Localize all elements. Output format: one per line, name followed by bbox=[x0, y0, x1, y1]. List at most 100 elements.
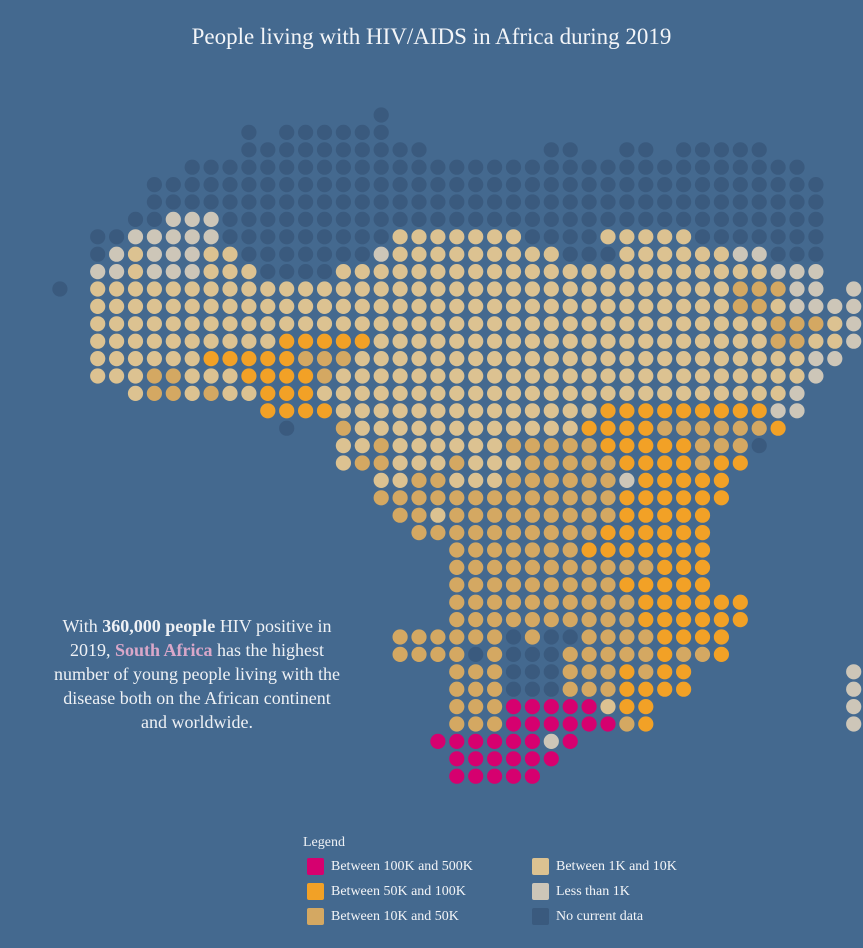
map-dot-no-data bbox=[279, 177, 295, 193]
map-dot-10k-50k bbox=[581, 559, 597, 576]
map-dot-no-data bbox=[638, 194, 654, 210]
map-dot-50k-100k bbox=[676, 472, 692, 488]
map-dot-10k-50k bbox=[543, 542, 559, 558]
map-dot-10k-50k bbox=[468, 664, 484, 680]
map-dot-10k-50k bbox=[562, 525, 578, 541]
map-dot-10k-50k bbox=[543, 559, 559, 576]
map-dot-50k-100k bbox=[676, 438, 692, 454]
map-dot-50k-100k bbox=[694, 594, 711, 610]
map-dot-no-data bbox=[430, 177, 446, 193]
map-dot-no-data bbox=[487, 159, 503, 175]
map-dot-no-data bbox=[505, 681, 522, 697]
map-dot-no-data bbox=[241, 177, 257, 193]
map-dot-less-1k bbox=[846, 316, 862, 332]
map-dot-50k-100k bbox=[279, 403, 295, 419]
map-dot-1k-10k bbox=[127, 298, 144, 314]
map-dot-no-data bbox=[543, 629, 559, 645]
map-dot-no-data bbox=[751, 194, 767, 210]
map-dot-1k-10k bbox=[430, 420, 446, 436]
map-dot-100k-500k bbox=[430, 733, 446, 750]
map-dot-100k-500k bbox=[524, 699, 541, 715]
legend-label: Less than 1K bbox=[556, 883, 630, 899]
map-dot-1k-10k bbox=[562, 420, 578, 436]
map-dot-100k-500k bbox=[505, 699, 522, 715]
map-dot-1k-10k bbox=[316, 385, 333, 401]
map-dot-50k-100k bbox=[657, 664, 673, 680]
map-dot-no-data bbox=[562, 629, 578, 645]
map-dot-10k-50k bbox=[543, 577, 559, 593]
map-dot-10k-50k bbox=[373, 438, 389, 454]
map-dot-10k-50k bbox=[468, 594, 484, 610]
map-dot-1k-10k bbox=[600, 385, 616, 401]
map-dot-no-data bbox=[335, 177, 351, 193]
map-dot-50k-100k bbox=[657, 594, 673, 610]
map-dot-10k-50k bbox=[600, 664, 616, 680]
map-dot-1k-10k bbox=[90, 298, 106, 314]
map-dot-no-data bbox=[524, 646, 541, 663]
map-dot-no-data bbox=[638, 211, 654, 227]
map-dot-no-data bbox=[694, 229, 711, 245]
map-dot-10k-50k bbox=[581, 525, 597, 541]
map-dot-less-1k bbox=[808, 281, 824, 297]
map-dot-no-data bbox=[279, 159, 295, 175]
map-dot-no-data bbox=[298, 124, 314, 140]
map-dot-10k-50k bbox=[581, 490, 597, 506]
map-dot-no-data bbox=[354, 194, 370, 210]
map-dot-no-data bbox=[657, 194, 673, 210]
map-dot-100k-500k bbox=[600, 716, 616, 732]
map-dot-1k-10k bbox=[279, 281, 295, 297]
map-dot-no-data bbox=[316, 124, 333, 140]
map-dot-1k-10k bbox=[109, 298, 125, 314]
map-dot-1k-10k bbox=[505, 368, 522, 384]
map-dot-1k-10k bbox=[165, 281, 181, 297]
map-dot-no-data bbox=[505, 664, 522, 680]
map-dot-10k-50k bbox=[487, 646, 503, 663]
map-dot-1k-10k bbox=[392, 385, 408, 401]
map-dot-no-data bbox=[316, 211, 333, 227]
map-dot-1k-10k bbox=[562, 351, 578, 367]
map-dot-no-data bbox=[657, 211, 673, 227]
map-dot-no-data bbox=[335, 194, 351, 210]
map-dot-10k-50k bbox=[487, 664, 503, 680]
map-dot-1k-10k bbox=[222, 246, 238, 262]
map-dot-10k-50k bbox=[770, 281, 786, 297]
map-dot-1k-10k bbox=[109, 281, 125, 297]
map-dot-no-data bbox=[732, 194, 748, 210]
map-dot-50k-100k bbox=[732, 455, 748, 471]
map-dot-no-data bbox=[430, 194, 446, 210]
map-dot-1k-10k bbox=[713, 316, 730, 332]
map-dot-1k-10k bbox=[335, 385, 351, 401]
map-dot-1k-10k bbox=[203, 246, 219, 262]
map-dot-1k-10k bbox=[619, 246, 635, 262]
map-dot-1k-10k bbox=[619, 385, 635, 401]
map-dot-less-1k bbox=[90, 264, 106, 280]
map-dot-no-data bbox=[619, 177, 635, 193]
map-dot-10k-50k bbox=[524, 559, 541, 576]
map-dot-100k-500k bbox=[505, 716, 522, 732]
map-dot-1k-10k bbox=[638, 316, 654, 332]
map-dot-1k-10k bbox=[146, 351, 162, 367]
map-dot-no-data bbox=[165, 194, 181, 210]
map-dot-no-data bbox=[543, 142, 559, 158]
map-dot-10k-50k bbox=[505, 472, 522, 488]
map-dot-50k-100k bbox=[713, 490, 730, 506]
map-dot-less-1k bbox=[109, 246, 125, 262]
map-dot-no-data bbox=[713, 177, 730, 193]
map-dot-1k-10k bbox=[260, 316, 276, 332]
map-dot-no-data bbox=[789, 229, 805, 245]
map-dot-1k-10k bbox=[449, 368, 465, 384]
map-dot-1k-10k bbox=[373, 333, 389, 349]
map-dot-1k-10k bbox=[411, 420, 427, 436]
map-dot-1k-10k bbox=[505, 403, 522, 419]
map-dot-no-data bbox=[657, 159, 673, 175]
map-dot-1k-10k bbox=[827, 333, 843, 349]
map-dot-10k-50k bbox=[713, 438, 730, 454]
map-dot-1k-10k bbox=[127, 385, 144, 401]
map-dot-no-data bbox=[505, 646, 522, 663]
map-dot-less-1k bbox=[789, 385, 805, 401]
map-dot-less-1k bbox=[203, 211, 219, 227]
map-dot-50k-100k bbox=[751, 403, 767, 419]
map-dot-1k-10k bbox=[146, 316, 162, 332]
map-dot-1k-10k bbox=[505, 455, 522, 471]
chart-title: People living with HIV/AIDS in Africa du… bbox=[191, 24, 672, 49]
